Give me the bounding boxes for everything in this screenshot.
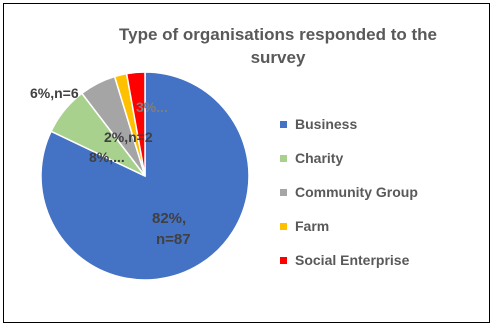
- legend-swatch-business: [280, 120, 287, 128]
- chart-title-line-1: Type of organisations responded to the: [119, 25, 437, 44]
- data-label-social-enterprise: 3%...: [136, 99, 168, 115]
- legend-item-community-group: Community Group: [280, 183, 418, 201]
- legend-label-business: Business: [295, 116, 358, 132]
- legend-item-farm: Farm: [280, 217, 329, 235]
- pie-slice-social-enterprise: [125, 71, 146, 177]
- data-label-farm: 2%,n=2: [104, 129, 153, 145]
- pie-chart: 6%,n=6 3%... 2%,n=2 8%,... 82%, n=87: [30, 71, 250, 281]
- chart-title-line-2: survey: [250, 48, 306, 67]
- data-label-charity: 8%,...: [89, 149, 125, 165]
- legend-label-community-group: Community Group: [295, 184, 418, 200]
- legend-swatch-charity: [280, 154, 287, 162]
- legend-item-business: Business: [280, 115, 357, 133]
- data-label-community-group: 6%,n=6: [30, 85, 79, 101]
- legend-label-social-enterprise: Social Enterprise: [295, 252, 410, 268]
- legend-item-social-enterprise: Social Enterprise: [280, 251, 409, 269]
- legend-label-farm: Farm: [295, 218, 330, 234]
- legend-swatch-community-group: [280, 188, 287, 196]
- legend-label-charity: Charity: [295, 150, 344, 166]
- legend-swatch-farm: [280, 222, 287, 230]
- legend-swatch-social-enterprise: [280, 256, 287, 264]
- data-label-business-count: n=87: [156, 231, 191, 248]
- data-label-business-percent: 82%,: [152, 210, 186, 227]
- chart-frame: Type of organisations responded to the s…: [3, 3, 490, 323]
- legend-item-charity: Charity: [280, 149, 343, 167]
